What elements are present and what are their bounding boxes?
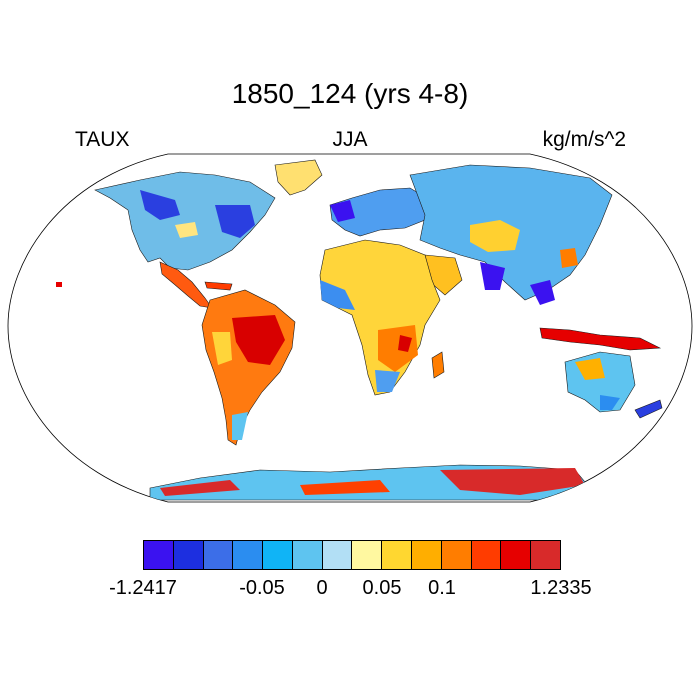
colorbar-swatch [530, 540, 561, 570]
colorbar-swatch [351, 540, 383, 570]
colorbar-tick-label: 0.05 [362, 577, 402, 599]
colorbar-swatch [411, 540, 442, 570]
colorbar-swatch [232, 540, 264, 570]
colorbar-tick-label: 0 [316, 577, 328, 599]
colorbar-tick-label: 0.1 [428, 577, 456, 599]
north-america [94, 171, 276, 271]
colorbar-swatch [172, 540, 204, 570]
colorbar [143, 540, 561, 570]
colorbar-swatch [143, 540, 174, 570]
colorbar-swatch [470, 540, 502, 570]
colorbar-swatch [381, 540, 413, 570]
central-america [159, 261, 213, 309]
maritime-continent [539, 327, 662, 351]
season-label: JJA [332, 128, 368, 151]
europe [329, 187, 431, 237]
colorbar-swatch [500, 540, 532, 570]
colorbar-tick-label: 1.2335 [530, 577, 592, 599]
colorbar-swatch [440, 540, 472, 570]
colorbar-swatch [202, 540, 234, 570]
units-label: kg/m/s^2 [542, 128, 626, 151]
colorbar-tick-label: -0.05 [239, 577, 285, 599]
map-title: 1850_124 (yrs 4-8) [231, 78, 469, 109]
colorbar-swatch [321, 540, 353, 570]
colorbar-tick-label: -1.2417 [109, 577, 177, 599]
greenland [274, 159, 323, 196]
colorbar-swatch [262, 540, 293, 570]
colorbar-swatch [291, 540, 323, 570]
variable-label: TAUX [75, 128, 130, 151]
